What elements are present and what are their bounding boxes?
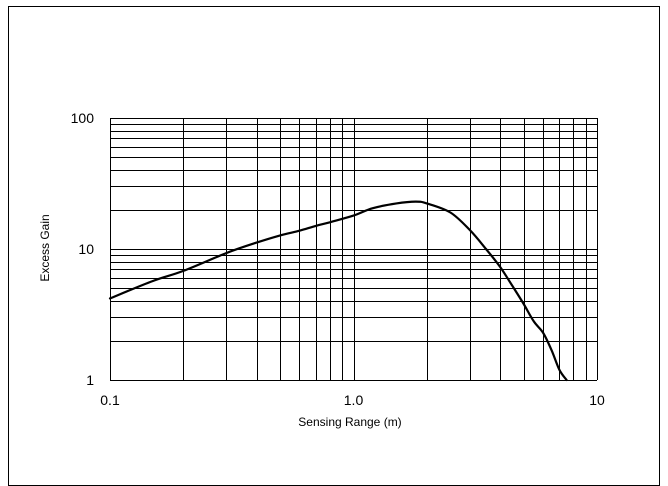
x-tick-label: 10 [589,392,605,408]
excess-gain-curve [108,200,568,382]
x-tick-label: 1.0 [344,392,364,408]
y-tick-label: 100 [71,110,95,126]
x-tick-label: 0.1 [100,392,120,408]
x-tick-labels: 0.1 1.0 10 [100,392,605,408]
grid [110,118,598,381]
y-tick-labels: 1 10 100 [71,110,95,388]
x-axis-title: Sensing Range (m) [298,415,401,429]
y-axis-title: Excess Gain [38,214,52,281]
series-group [108,200,568,382]
y-tick-label: 10 [78,241,94,257]
chart-frame [8,6,660,486]
y-tick-label: 1 [86,372,94,388]
